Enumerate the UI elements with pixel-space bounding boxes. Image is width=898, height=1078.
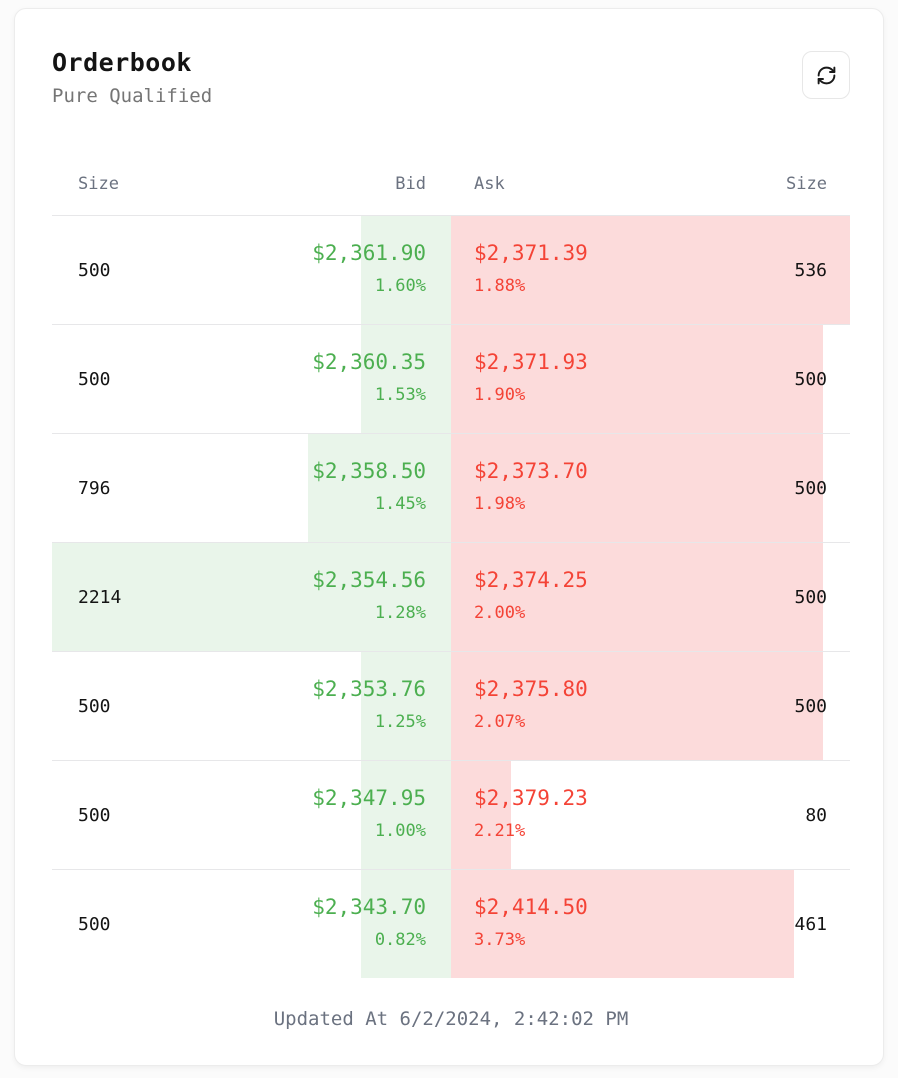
ask-depth-bar <box>451 434 824 542</box>
ask-price-cell: $2,371.93 1.90% <box>451 325 651 433</box>
refresh-icon <box>816 65 837 86</box>
header-bid: Bid <box>395 174 426 194</box>
orderbook-header-row: Size Bid Ask Size <box>52 158 850 216</box>
bid-depth-bar <box>360 216 451 324</box>
orderbook-row: 500 $2,353.76 1.25% $2,375.80 2.07% 500 <box>52 652 850 761</box>
row-content: 2214 $2,354.56 1.28% $2,374.25 2.00% 500 <box>52 543 850 651</box>
bid-price: $2,361.90 <box>312 241 426 265</box>
ask-percent: 1.88% <box>474 276 526 296</box>
ask-price-cell: $2,375.80 2.07% <box>451 652 651 760</box>
orderbook-row: 500 $2,360.35 1.53% $2,371.93 1.90% 500 <box>52 325 850 434</box>
bid-price-cell: $2,343.70 0.82% <box>252 870 452 978</box>
ask-depth-bar <box>451 543 824 651</box>
bid-depth-bar <box>52 543 451 651</box>
orderbook-row: 2214 $2,354.56 1.28% $2,374.25 2.00% 500 <box>52 543 850 652</box>
bid-price: $2,343.70 <box>312 895 426 919</box>
refresh-button[interactable] <box>802 51 850 99</box>
bid-price-cell: $2,358.50 1.45% <box>252 434 452 542</box>
bid-size: 2214 <box>78 586 122 608</box>
orderbook-card: Orderbook Pure Qualified Size Bid Ask Si… <box>14 8 884 1066</box>
ask-price: $2,379.23 <box>474 786 588 810</box>
row-content: 500 $2,343.70 0.82% $2,414.50 3.73% 461 <box>52 870 850 978</box>
orderbook-row: 500 $2,343.70 0.82% $2,414.50 3.73% 461 <box>52 870 850 978</box>
ask-percent: 2.07% <box>474 712 526 732</box>
ask-price-cell: $2,371.39 1.88% <box>451 216 651 324</box>
page-title: Orderbook <box>52 48 192 77</box>
ask-size: 80 <box>805 804 827 826</box>
ask-depth-bar <box>451 216 850 324</box>
title-block: Orderbook Pure Qualified <box>52 48 212 108</box>
ask-size: 500 <box>794 586 827 608</box>
bid-size: 500 <box>78 804 111 826</box>
bid-price: $2,353.76 <box>312 677 426 701</box>
page-subtitle: Pure Qualified <box>52 85 213 107</box>
ask-size: 500 <box>794 477 827 499</box>
ask-price: $2,371.39 <box>474 241 588 265</box>
ask-percent: 3.73% <box>474 930 526 950</box>
ask-price: $2,414.50 <box>474 895 588 919</box>
bid-size: 500 <box>78 259 111 281</box>
bid-price-cell: $2,361.90 1.60% <box>252 216 452 324</box>
header-ask: Ask <box>474 174 505 194</box>
bid-depth-bar <box>360 652 451 760</box>
orderbook-row: 500 $2,347.95 1.00% $2,379.23 2.21% 80 <box>52 761 850 870</box>
orderbook-row: 796 $2,358.50 1.45% $2,373.70 1.98% 500 <box>52 434 850 543</box>
ask-depth-bar <box>451 652 824 760</box>
bid-size: 500 <box>78 913 111 935</box>
bid-size: 796 <box>78 477 111 499</box>
bid-price: $2,347.95 <box>312 786 426 810</box>
bid-price: $2,354.56 <box>312 568 426 592</box>
bid-percent: 1.25% <box>374 712 426 732</box>
bid-price: $2,360.35 <box>312 350 426 374</box>
header-ask-size: Size <box>786 174 827 194</box>
orderbook-table: Size Bid Ask Size 500 $2,361.90 1.60% $2… <box>52 158 850 978</box>
bid-depth-bar <box>360 325 451 433</box>
bid-depth-bar <box>307 434 451 542</box>
ask-price: $2,374.25 <box>474 568 588 592</box>
updated-at-status: Updated At 6/2/2024, 2:42:02 PM <box>273 1008 629 1030</box>
orderbook-rows: 500 $2,361.90 1.60% $2,371.39 1.88% 536 … <box>52 216 850 978</box>
ask-depth-bar <box>451 325 824 433</box>
card-header: Orderbook Pure Qualified <box>52 48 850 108</box>
bid-price-cell: $2,360.35 1.53% <box>252 325 452 433</box>
ask-price-cell: $2,414.50 3.73% <box>451 870 651 978</box>
bid-price-cell: $2,354.56 1.28% <box>252 543 452 651</box>
ask-depth-bar <box>451 870 795 978</box>
bid-percent: 1.00% <box>374 821 426 841</box>
bid-price-cell: $2,353.76 1.25% <box>252 652 452 760</box>
bid-price: $2,358.50 <box>312 459 426 483</box>
ask-size: 500 <box>794 368 827 390</box>
bid-size: 500 <box>78 695 111 717</box>
ask-percent: 1.98% <box>474 494 526 514</box>
bid-size: 500 <box>78 368 111 390</box>
bid-percent: 1.28% <box>374 603 426 623</box>
ask-price: $2,371.93 <box>474 350 588 374</box>
ask-percent: 2.00% <box>474 603 526 623</box>
bid-percent: 1.53% <box>374 385 426 405</box>
ask-size: 461 <box>794 913 827 935</box>
header-bid-size: Size <box>78 174 119 194</box>
row-content: 500 $2,361.90 1.60% $2,371.39 1.88% 536 <box>52 216 850 324</box>
row-content: 500 $2,360.35 1.53% $2,371.93 1.90% 500 <box>52 325 850 433</box>
ask-price-cell: $2,379.23 2.21% <box>451 761 651 869</box>
ask-percent: 1.90% <box>474 385 526 405</box>
ask-depth-bar <box>451 761 511 869</box>
row-content: 500 $2,347.95 1.00% $2,379.23 2.21% 80 <box>52 761 850 869</box>
ask-price: $2,373.70 <box>474 459 588 483</box>
bid-price-cell: $2,347.95 1.00% <box>252 761 452 869</box>
bid-percent: 1.60% <box>374 276 426 296</box>
row-content: 796 $2,358.50 1.45% $2,373.70 1.98% 500 <box>52 434 850 542</box>
bid-depth-bar <box>360 761 451 869</box>
ask-price: $2,375.80 <box>474 677 588 701</box>
orderbook-row: 500 $2,361.90 1.60% $2,371.39 1.88% 536 <box>52 216 850 325</box>
ask-price-cell: $2,373.70 1.98% <box>451 434 651 542</box>
ask-size: 500 <box>794 695 827 717</box>
ask-size: 536 <box>794 259 827 281</box>
bid-depth-bar <box>360 870 451 978</box>
ask-price-cell: $2,374.25 2.00% <box>451 543 651 651</box>
ask-percent: 2.21% <box>474 821 526 841</box>
bid-percent: 1.45% <box>374 494 426 514</box>
bid-percent: 0.82% <box>374 930 426 950</box>
row-content: 500 $2,353.76 1.25% $2,375.80 2.07% 500 <box>52 652 850 760</box>
